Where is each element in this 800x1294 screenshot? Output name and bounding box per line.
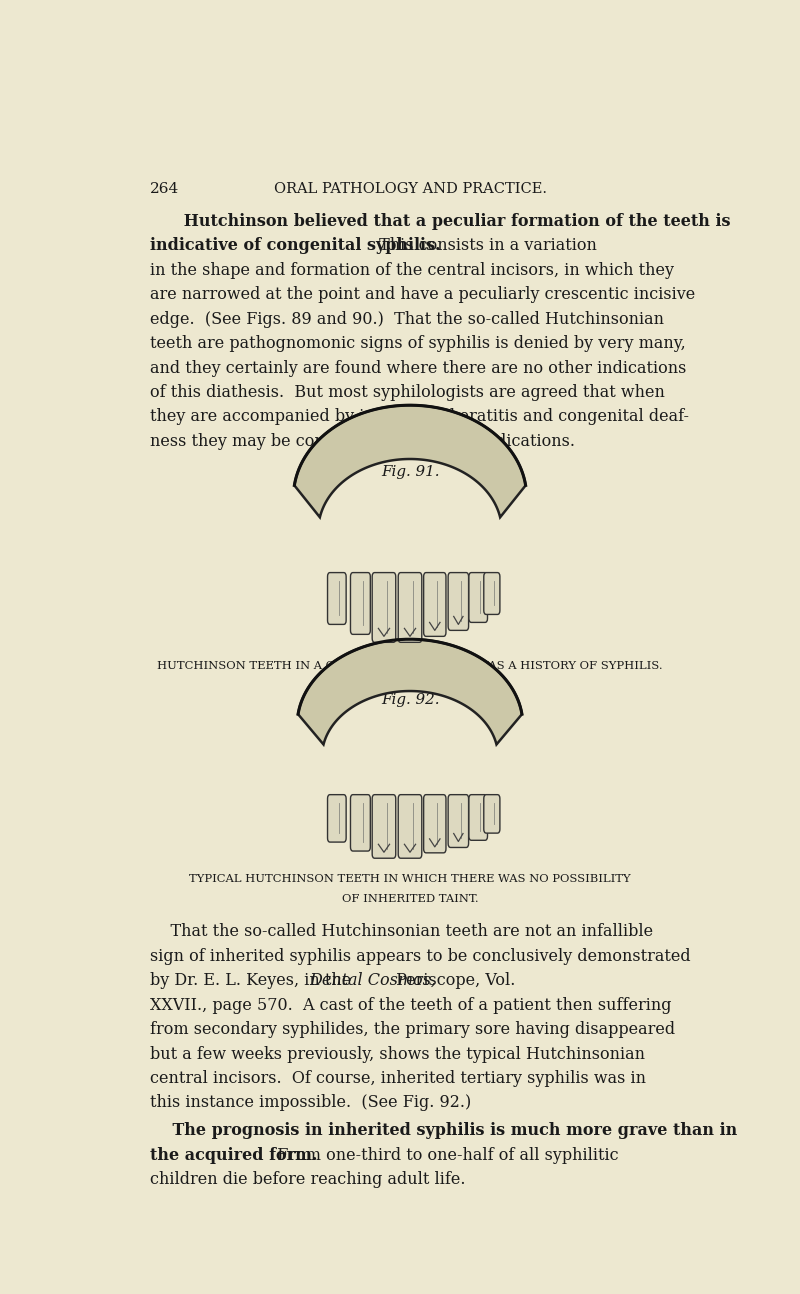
FancyBboxPatch shape [372,572,396,642]
Text: from secondary syphilides, the primary sore having disappeared: from secondary syphilides, the primary s… [150,1021,674,1038]
FancyBboxPatch shape [350,795,370,851]
Polygon shape [294,405,526,518]
FancyBboxPatch shape [398,795,422,858]
Text: central incisors.  Of course, inherited tertiary syphilis was in: central incisors. Of course, inherited t… [150,1070,646,1087]
Text: are narrowed at the point and have a peculiarly crescentic incisive: are narrowed at the point and have a pec… [150,286,695,303]
Text: Periscope, Vol.: Periscope, Vol. [391,972,516,990]
FancyBboxPatch shape [350,572,370,634]
Text: That the so-called Hutchinsonian teeth are not an infallible: That the so-called Hutchinsonian teeth a… [150,924,653,941]
Text: HUTCHINSON TEETH IN A CASE IN WHICH THERE WAS A HISTORY OF SYPHILIS.: HUTCHINSON TEETH IN A CASE IN WHICH THER… [157,661,663,672]
FancyBboxPatch shape [424,795,446,853]
Text: teeth are pathognomonic signs of syphilis is denied by very many,: teeth are pathognomonic signs of syphili… [150,335,686,352]
Text: this instance impossible.  (See Fig. 92.): this instance impossible. (See Fig. 92.) [150,1095,471,1112]
Text: they are accompanied by interstitial keratitis and congenital deaf-: they are accompanied by interstitial ker… [150,409,689,426]
Text: of this diathesis.  But most syphilologists are agreed that when: of this diathesis. But most syphilologis… [150,384,665,401]
Text: indicative of congenital syphilis.: indicative of congenital syphilis. [150,238,440,255]
Text: Fig. 92.: Fig. 92. [381,694,439,708]
Text: ness they may be considered as reliable indications.: ness they may be considered as reliable … [150,432,574,450]
FancyBboxPatch shape [448,572,469,630]
Text: TYPICAL HUTCHINSON TEETH IN WHICH THERE WAS NO POSSIBILITY: TYPICAL HUTCHINSON TEETH IN WHICH THERE … [189,875,631,884]
Text: This consists in a variation: This consists in a variation [374,238,597,255]
Text: Hutchinson believed that a peculiar formation of the teeth is: Hutchinson believed that a peculiar form… [150,214,730,230]
Text: edge.  (See Figs. 89 and 90.)  That the so-called Hutchinsonian: edge. (See Figs. 89 and 90.) That the so… [150,311,664,327]
FancyBboxPatch shape [484,795,500,833]
Text: Dental Cosmos,: Dental Cosmos, [310,972,437,990]
FancyBboxPatch shape [469,572,487,622]
FancyBboxPatch shape [484,572,500,615]
Text: The prognosis in inherited syphilis is much more grave than in: The prognosis in inherited syphilis is m… [150,1122,737,1140]
FancyBboxPatch shape [372,795,396,858]
FancyBboxPatch shape [424,572,446,637]
Text: ORAL PATHOLOGY AND PRACTICE.: ORAL PATHOLOGY AND PRACTICE. [274,182,546,197]
Text: children die before reaching adult life.: children die before reaching adult life. [150,1171,465,1188]
Text: From one-third to one-half of all syphilitic: From one-third to one-half of all syphil… [267,1146,619,1163]
Text: XXVII., page 570.  A cast of the teeth of a patient then suffering: XXVII., page 570. A cast of the teeth of… [150,996,671,1013]
Text: and they certainly are found where there are no other indications: and they certainly are found where there… [150,360,686,377]
Text: 264: 264 [150,182,179,197]
Text: sign of inherited syphilis appears to be conclusively demonstrated: sign of inherited syphilis appears to be… [150,949,690,965]
FancyBboxPatch shape [398,572,422,642]
Text: Fig. 91.: Fig. 91. [381,465,439,479]
Text: by Dr. E. L. Keyes, in the: by Dr. E. L. Keyes, in the [150,972,356,990]
FancyBboxPatch shape [448,795,469,848]
FancyBboxPatch shape [469,795,487,840]
Text: but a few weeks previously, shows the typical Hutchinsonian: but a few weeks previously, shows the ty… [150,1046,645,1062]
Polygon shape [298,639,522,744]
FancyBboxPatch shape [327,795,346,842]
Text: OF INHERITED TAINT.: OF INHERITED TAINT. [342,894,478,905]
Text: the acquired form.: the acquired form. [150,1146,317,1163]
Text: in the shape and formation of the central incisors, in which they: in the shape and formation of the centra… [150,261,674,280]
FancyBboxPatch shape [327,572,346,625]
